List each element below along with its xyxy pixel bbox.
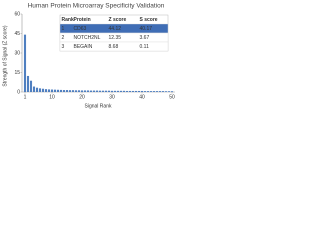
bar xyxy=(101,90,105,92)
bar xyxy=(110,90,114,92)
bar xyxy=(35,87,39,92)
bar xyxy=(38,88,42,92)
bar xyxy=(170,91,174,92)
bar xyxy=(80,90,84,92)
bar xyxy=(104,90,108,92)
bar xyxy=(95,90,99,92)
x-tick-label: 20 xyxy=(79,94,85,100)
bar xyxy=(47,89,51,92)
table-cell: 44.12 xyxy=(109,26,122,32)
bar xyxy=(143,91,147,92)
bar xyxy=(134,90,138,92)
x-tick-label: 1 xyxy=(24,94,27,100)
bar xyxy=(107,90,111,92)
chart-title: Human Protein Microarray Specificity Val… xyxy=(28,3,165,10)
table-cell: BEGAIN xyxy=(74,44,93,50)
bar xyxy=(56,89,60,92)
bar xyxy=(152,91,156,92)
bar xyxy=(125,90,129,92)
x-axis-label: Signal Rank xyxy=(85,103,112,109)
bar xyxy=(149,91,153,92)
bar xyxy=(137,90,141,92)
bar xyxy=(98,90,102,92)
x-tick-label: 30 xyxy=(109,94,115,100)
bar xyxy=(161,91,165,92)
y-tick-label: 30 xyxy=(14,50,20,56)
table-cell: CD63 xyxy=(74,26,87,32)
table-row xyxy=(59,41,169,52)
bar xyxy=(83,90,87,92)
bar xyxy=(32,86,36,92)
bar xyxy=(26,75,30,92)
bar xyxy=(50,89,54,92)
bar xyxy=(29,80,33,92)
x-tick-label: 10 xyxy=(49,94,55,100)
bar xyxy=(68,90,72,92)
bar xyxy=(167,91,171,92)
bar xyxy=(116,90,120,92)
table-cell: 2 xyxy=(62,35,65,41)
bar xyxy=(77,90,81,92)
bar xyxy=(62,90,66,92)
bar xyxy=(86,90,90,92)
table-cell: 8.68 xyxy=(109,44,119,50)
chart: Human Protein Microarray Specificity Val… xyxy=(2,3,175,109)
bar xyxy=(74,90,78,92)
bar xyxy=(89,90,93,92)
bar xyxy=(146,91,150,92)
y-axis-label: Strength of Signal (Z score) xyxy=(2,25,8,86)
bar xyxy=(155,91,159,92)
bar xyxy=(164,91,168,92)
bar xyxy=(65,90,69,92)
bar xyxy=(131,90,135,92)
bar xyxy=(92,90,96,92)
x-tick-label: 40 xyxy=(139,94,145,100)
y-tick-label: 15 xyxy=(14,70,20,76)
bar xyxy=(41,88,45,92)
bar xyxy=(53,89,57,92)
table-cell: 12.35 xyxy=(109,35,122,41)
table-cell: 3 xyxy=(62,44,65,50)
table-cell: NOTCH2NL xyxy=(74,35,101,41)
table-cell: 0.11 xyxy=(140,44,150,50)
table-cell: 1 xyxy=(62,26,65,32)
y-tick-label: 0 xyxy=(17,89,20,95)
bar xyxy=(23,34,27,92)
bar xyxy=(158,91,162,92)
table-cell: 3.67 xyxy=(140,35,150,41)
bar xyxy=(59,89,63,92)
table-header: S score xyxy=(140,17,158,23)
x-tick-label: 50 xyxy=(169,94,175,100)
bar xyxy=(122,90,126,92)
bar xyxy=(140,90,144,92)
bar xyxy=(119,90,123,92)
bar xyxy=(71,90,75,92)
table-cell: 40.17 xyxy=(140,26,153,32)
bar xyxy=(113,90,117,92)
table-header: Rank xyxy=(62,17,74,23)
y-tick-label: 60 xyxy=(14,11,20,17)
bar xyxy=(128,90,132,92)
table-header: Z score xyxy=(109,17,127,23)
y-tick-label: 45 xyxy=(14,31,20,37)
bar xyxy=(44,89,48,92)
table-header: Protein xyxy=(74,17,91,23)
